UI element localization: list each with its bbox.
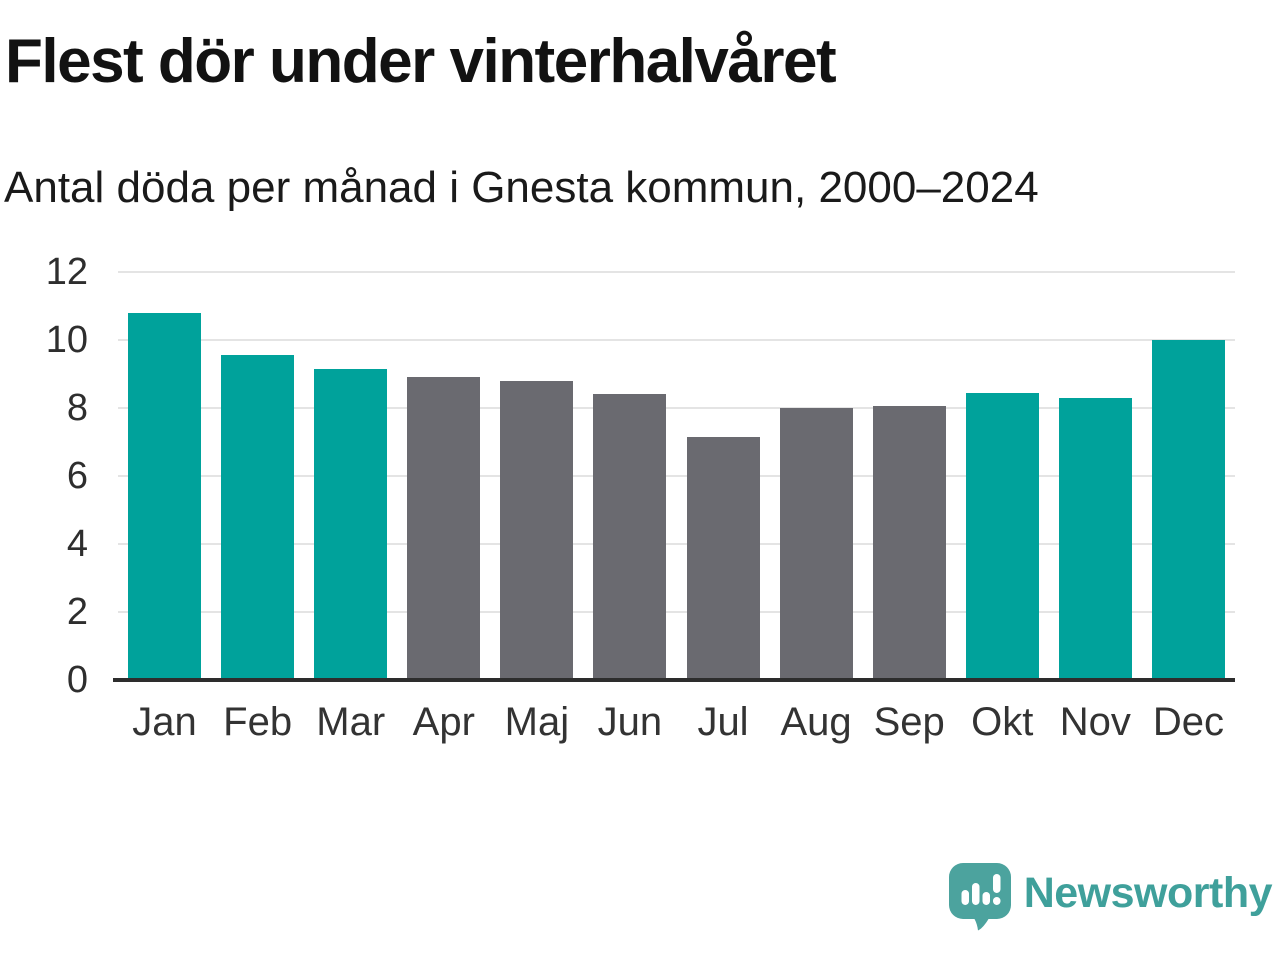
- newsworthy-logo: Newsworthy: [948, 863, 1273, 931]
- x-tick-label-jan: Jan: [132, 700, 197, 744]
- x-tick-label-jul: Jul: [697, 700, 749, 744]
- gridline-2: [118, 611, 1235, 613]
- bar-slot-jan: [118, 272, 211, 680]
- gridline-12: [118, 271, 1235, 273]
- bar-aug: [779, 408, 853, 680]
- chart-title: Flest dör under vinterhalvåret: [5, 27, 837, 96]
- bar-slot-sep: [863, 272, 956, 680]
- x-tick-label-maj: Maj: [504, 700, 570, 744]
- x-axis-line: [113, 678, 1235, 682]
- newsworthy-logo-icon: [948, 863, 1011, 931]
- y-tick-label-10: 10: [45, 319, 88, 361]
- bar-slot-aug: [770, 272, 863, 680]
- bar-feb: [221, 355, 295, 680]
- bar-sep: [872, 406, 946, 680]
- x-tick-label-dec: Dec: [1152, 700, 1224, 744]
- bar-slot-okt: [956, 272, 1049, 680]
- gridline-6: [118, 475, 1235, 477]
- bar-slot-jul: [676, 272, 769, 680]
- x-tick-label-aug: Aug: [780, 700, 852, 744]
- bar-jul: [686, 436, 760, 680]
- bar-slot-maj: [490, 272, 583, 680]
- y-tick-label-8: 8: [66, 387, 88, 429]
- bar-series: [118, 272, 1235, 680]
- y-tick-label-6: 6: [66, 455, 88, 497]
- bar-slot-mar: [304, 272, 397, 680]
- x-tick-label-mar: Mar: [316, 700, 386, 744]
- bar-slot-dec: [1142, 272, 1235, 680]
- bar-jan: [128, 312, 202, 680]
- bar-nov: [1058, 397, 1132, 680]
- gridline-10: [118, 339, 1235, 341]
- y-tick-label-2: 2: [66, 591, 88, 633]
- x-tick-label-apr: Apr: [412, 700, 475, 744]
- y-tick-label-0: 0: [66, 659, 88, 701]
- y-axis: 0 2 4 6 8 10 12: [0, 251, 88, 701]
- bar-slot-jun: [583, 272, 676, 680]
- x-tick-label-jun: Jun: [597, 700, 663, 744]
- x-tick-label-okt: Okt: [971, 700, 1034, 744]
- chart-subtitle: Antal döda per månad i Gnesta kommun, 20…: [4, 163, 1039, 212]
- x-axis: Jan Feb Mar Apr Maj Jun Jul Aug Sep Okt Nov Dec: [118, 700, 1235, 745]
- brand-name: Newsworthy: [1023, 868, 1273, 917]
- gridline-4: [118, 543, 1235, 545]
- bar-dec: [1151, 340, 1225, 680]
- bar-jun: [593, 394, 667, 680]
- bar-maj: [500, 380, 574, 680]
- x-tick-label-nov: Nov: [1059, 700, 1131, 744]
- bar-slot-nov: [1049, 272, 1142, 680]
- bar-mar: [314, 368, 388, 680]
- bar-slot-feb: [211, 272, 304, 680]
- y-tick-label-4: 4: [66, 523, 88, 565]
- x-tick-label-sep: Sep: [873, 700, 945, 744]
- bar-slot-apr: [397, 272, 490, 680]
- y-tick-label-12: 12: [45, 251, 88, 293]
- bar-okt: [965, 392, 1039, 680]
- x-tick-label-feb: Feb: [223, 700, 293, 744]
- bar-apr: [407, 377, 481, 680]
- gridline-8: [118, 407, 1235, 409]
- plot-area: [113, 271, 1235, 682]
